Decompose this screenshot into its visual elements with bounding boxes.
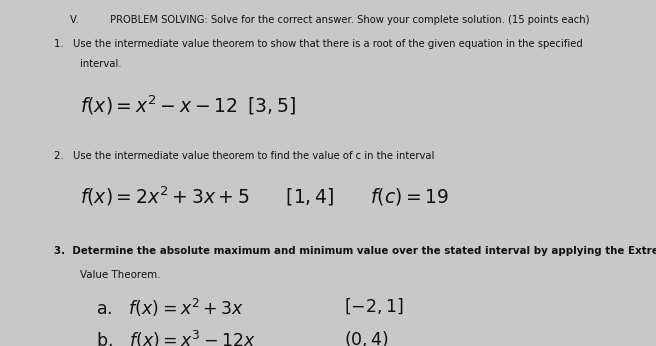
Text: $(0,4)$: $(0,4)$ bbox=[344, 329, 389, 346]
Text: 3.  Determine the absolute maximum and minimum value over the stated interval by: 3. Determine the absolute maximum and mi… bbox=[54, 246, 656, 256]
Text: 2.   Use the intermediate value theorem to find the value of c in the interval: 2. Use the intermediate value theorem to… bbox=[54, 151, 435, 161]
Text: a.   $f(x) = x^2 + 3x$: a. $f(x) = x^2 + 3x$ bbox=[96, 297, 244, 319]
Text: $[-2,1]$: $[-2,1]$ bbox=[344, 297, 403, 316]
Text: 1.   Use the intermediate value theorem to show that there is a root of the give: 1. Use the intermediate value theorem to… bbox=[54, 39, 583, 49]
Text: interval.: interval. bbox=[80, 60, 121, 70]
Text: $f(x) = x^2 - x - 12\;\;[3,5]$: $f(x) = x^2 - x - 12\;\;[3,5]$ bbox=[80, 93, 296, 117]
Text: $f(x) = 2x^2 + 3x + 5\quad\quad [1,4]\quad\quad f(c) = 19$: $f(x) = 2x^2 + 3x + 5\quad\quad [1,4]\qu… bbox=[80, 185, 449, 208]
Text: V.          PROBLEM SOLVING: Solve for the correct answer. Show your complete so: V. PROBLEM SOLVING: Solve for the correc… bbox=[70, 15, 590, 25]
Text: b.   $f(x) = x^3 - 12x$: b. $f(x) = x^3 - 12x$ bbox=[96, 329, 255, 346]
Text: Value Theorem.: Value Theorem. bbox=[80, 270, 161, 280]
